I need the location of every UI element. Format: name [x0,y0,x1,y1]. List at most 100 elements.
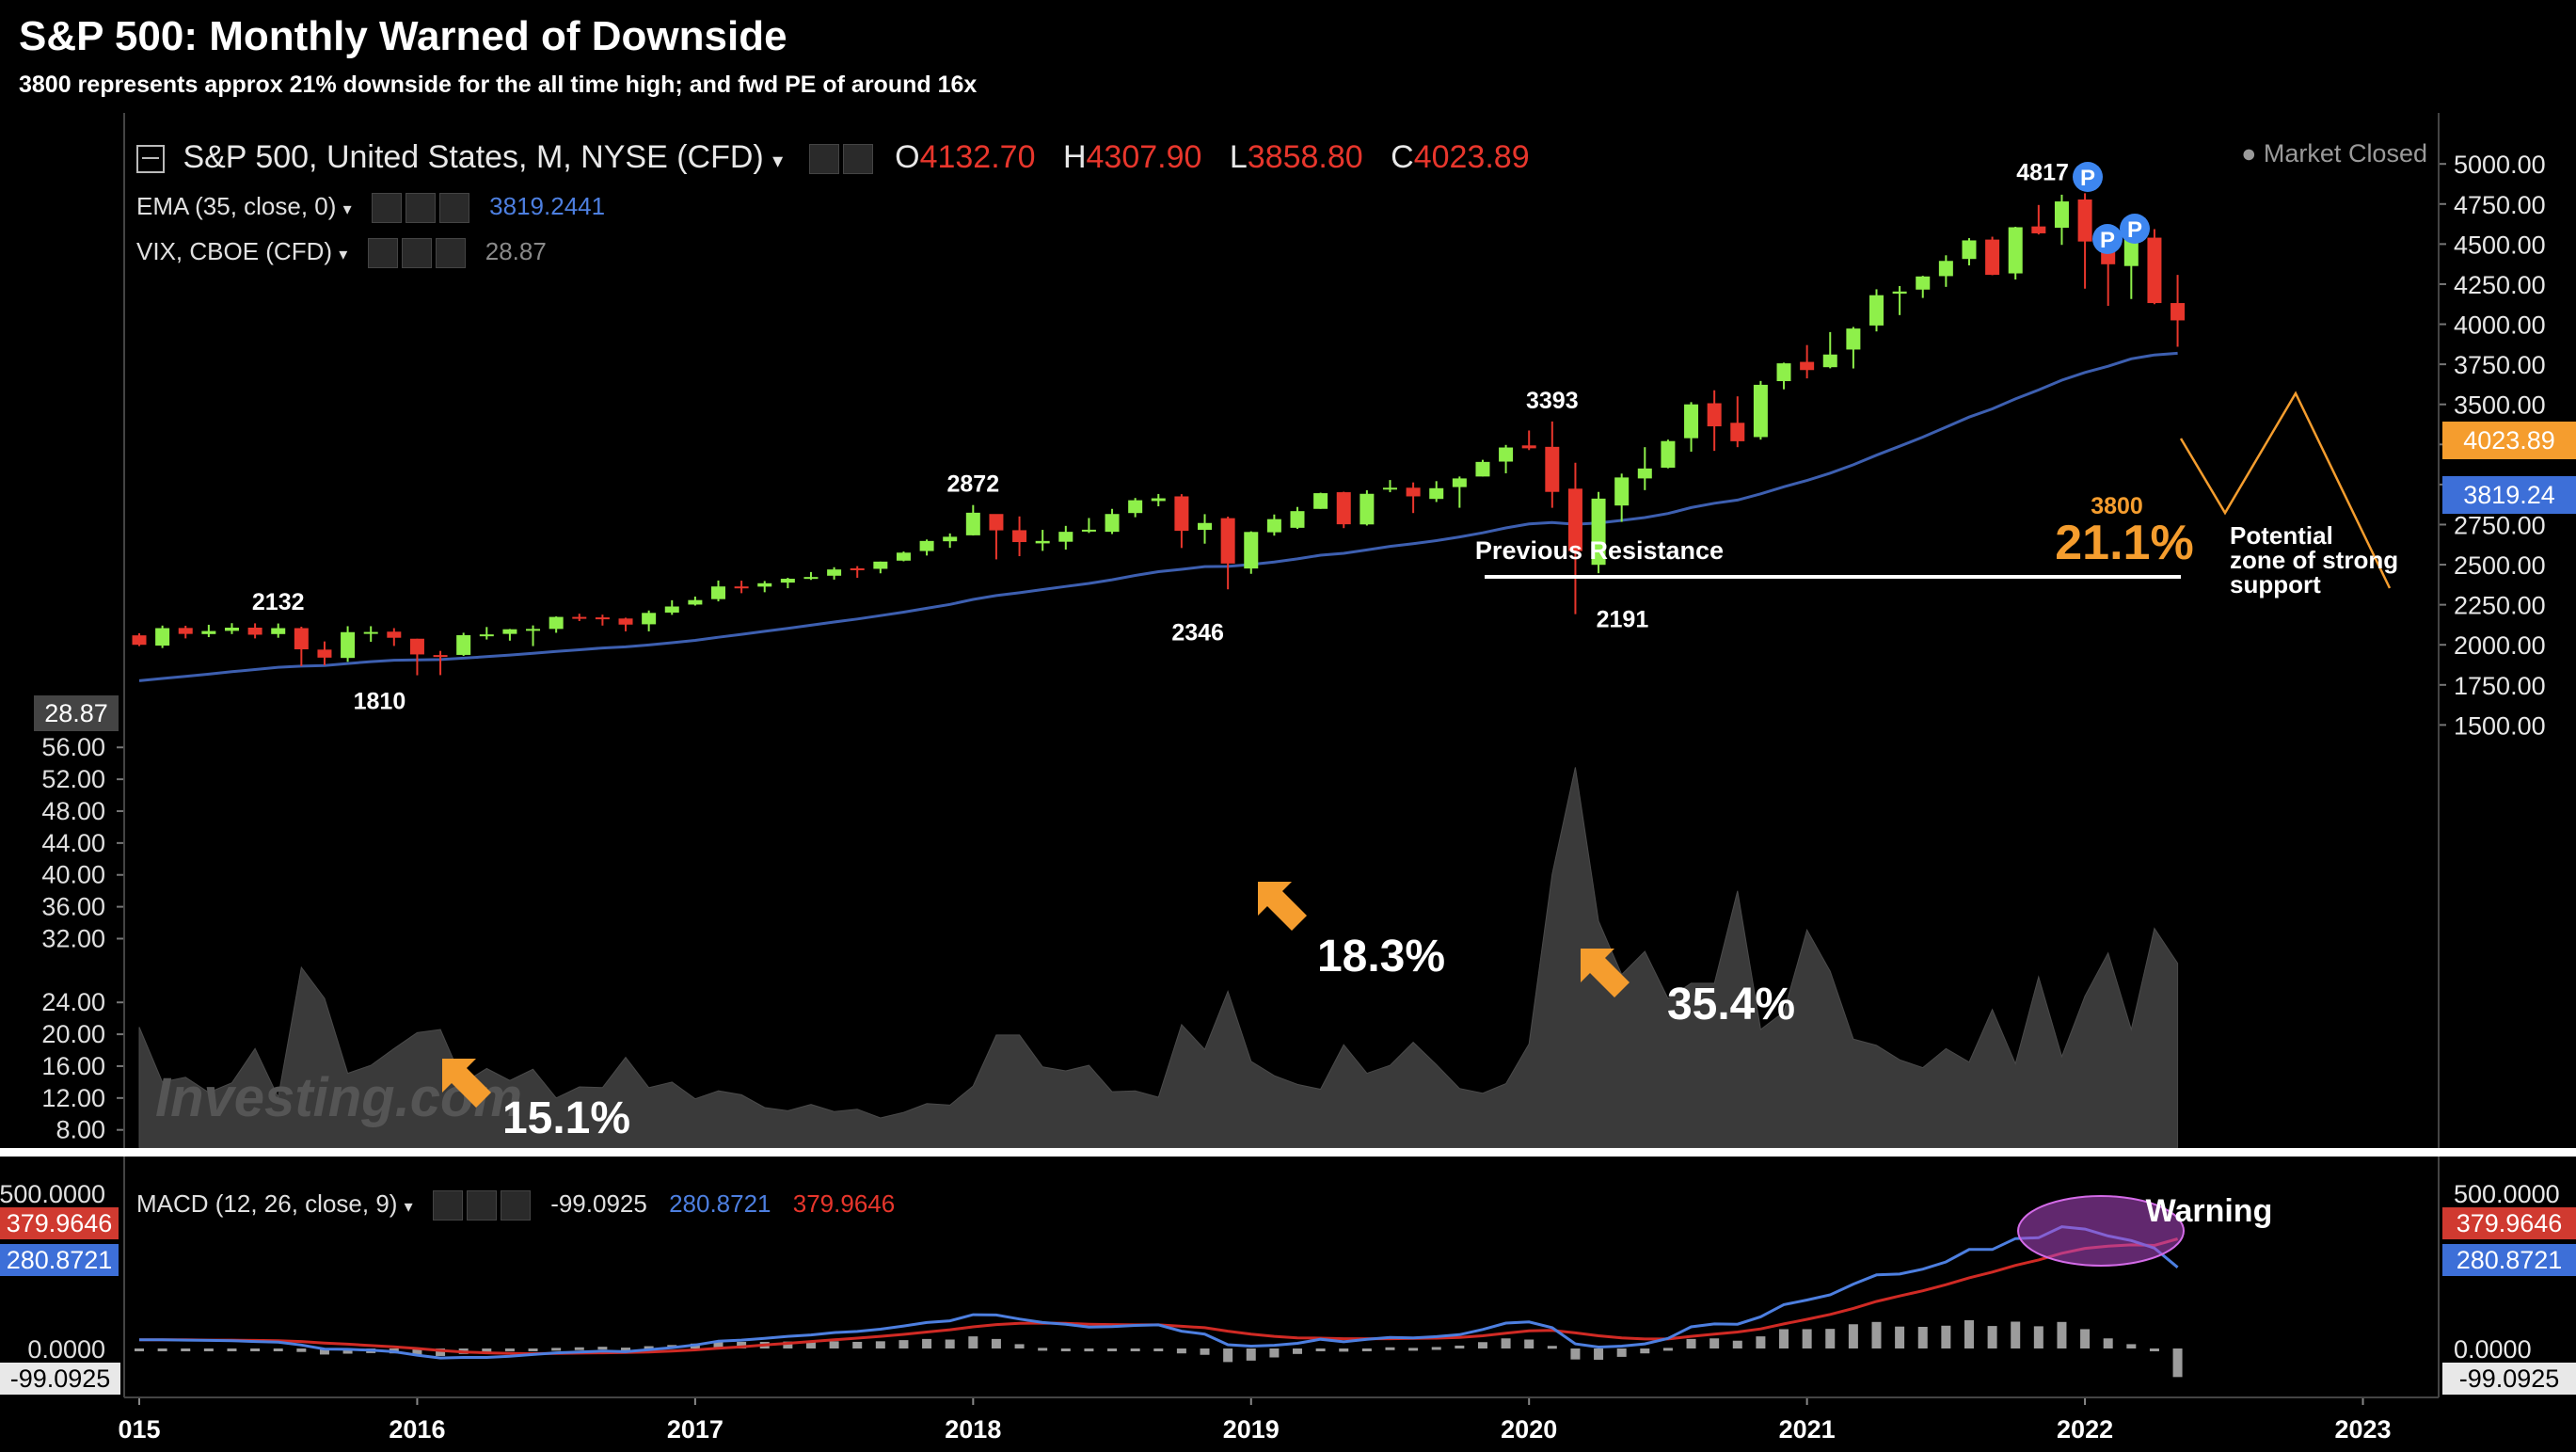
macd-hist-bar [1686,1338,1696,1348]
macd-hist-bar [1825,1329,1836,1348]
price-tick-label: 3500.00 [2454,391,2546,420]
candle [989,514,1004,560]
macd-legend-label: MACD (12, 26, close, 9) [136,1189,398,1218]
candle [1499,444,1514,473]
vix-badge-bg [34,695,119,731]
macd-hist-bar [1293,1348,1302,1354]
macd-hist-bar [875,1341,885,1348]
ema-close-icon[interactable] [438,193,469,224]
low-label-2346: 2346 [1171,619,1224,646]
candle-body [409,638,424,655]
collapse-icon[interactable] [136,145,165,174]
price-tick-label: 1500.00 [2454,711,2546,740]
macd-close-icon[interactable] [500,1190,531,1221]
peak-label-3393: 3393 [1526,388,1579,414]
macd-hist-bar [1200,1348,1210,1355]
macd-hist-bar [1917,1327,1928,1348]
candle [757,581,772,593]
low-value: 3858.80 [1247,139,1363,175]
candle-body [1012,530,1027,543]
candle [224,623,239,634]
support-label-2: zone of strong [2230,546,2398,574]
low-label: L [1229,139,1248,175]
macd-hist-bar [1941,1325,1951,1348]
candle-body [734,586,749,589]
macd-hist-bar [436,1348,446,1356]
gear-icon[interactable] [842,144,873,175]
vix-eye-icon[interactable] [367,238,398,269]
candle [943,533,958,549]
candle [688,596,703,606]
eye-icon[interactable] [808,144,839,175]
candle [873,561,888,574]
macd-hist-bar [1223,1348,1233,1363]
macd-hist-bar [1987,1326,1997,1348]
candle [2008,226,2023,280]
macd-hist-bar [1107,1348,1118,1351]
candle [1730,396,1745,448]
candle [1892,285,1907,315]
candle [1151,493,1166,507]
macd-gear-icon[interactable] [466,1190,497,1221]
macd-hist-bar [1361,1348,1372,1351]
candle-body [1382,487,1397,490]
candle [1058,525,1073,550]
ema-gear-icon[interactable] [405,193,436,224]
macd-hist-bar [1315,1348,1326,1351]
macd-line-badge-right-bg [2442,1244,2576,1276]
chevron-down-icon[interactable]: ▾ [772,149,784,172]
candle [1753,380,1768,440]
p-marker-text: P [2080,166,2095,191]
macd-hist-bar [1848,1324,1858,1348]
orange-arrow-shape [1258,882,1307,931]
p-marker-icon: P [2073,162,2103,192]
candle-body [549,616,564,630]
macd-hist-bar [852,1341,863,1348]
vix-chevron-down-icon[interactable]: ▾ [339,245,348,263]
macd-hist-bar [1524,1339,1534,1348]
candle [919,539,934,556]
candle-body [1105,514,1120,533]
macd-hist-bar [528,1348,538,1351]
candle-body [1962,240,1977,260]
close-label: C [1391,139,1414,175]
macd-hist-bar [1594,1348,1604,1360]
vix-gear-icon[interactable] [401,238,432,269]
macd-hist-bar [1802,1329,1812,1348]
macd-chevron-down-icon[interactable]: ▾ [404,1197,413,1216]
candle-body [827,569,842,576]
candle [502,629,517,641]
candle [2054,194,2069,246]
macd-hist-bar [551,1348,562,1351]
candle [1266,514,1281,536]
ema-chevron-down-icon[interactable]: ▾ [342,199,352,218]
candle-body [1869,295,1884,326]
macd-hist-bar [482,1348,492,1353]
pct-label-35: 35.4% [1667,980,1795,1029]
candle-body [1730,423,1745,441]
macd-hist-bar [203,1348,214,1351]
candle [433,650,448,676]
vix-legend-value: 28.87 [485,237,547,265]
candle [896,551,911,562]
macd-hist-bar [829,1341,839,1348]
candle-body [965,512,980,535]
macd-hist-bar [2149,1348,2159,1351]
candle [1916,276,1931,298]
candle [1452,476,1467,508]
macd-hist-bar [1431,1347,1441,1350]
candle-body [1174,496,1189,532]
macd-eye-icon[interactable] [432,1190,463,1221]
ema-legend-label: EMA (35, close, 0) [136,192,337,220]
ema-eye-icon[interactable] [371,193,402,224]
candle [965,504,980,536]
candle [1313,492,1328,509]
vix-close-icon[interactable] [435,238,466,269]
candle-body [664,606,679,613]
candle-body [271,628,286,634]
macd-hist-bar [2103,1338,2113,1348]
orange-arrow-shape [442,1059,491,1108]
candle-body [1637,468,1652,479]
candle-body [572,616,587,619]
price-badge-bg [2442,422,2576,459]
